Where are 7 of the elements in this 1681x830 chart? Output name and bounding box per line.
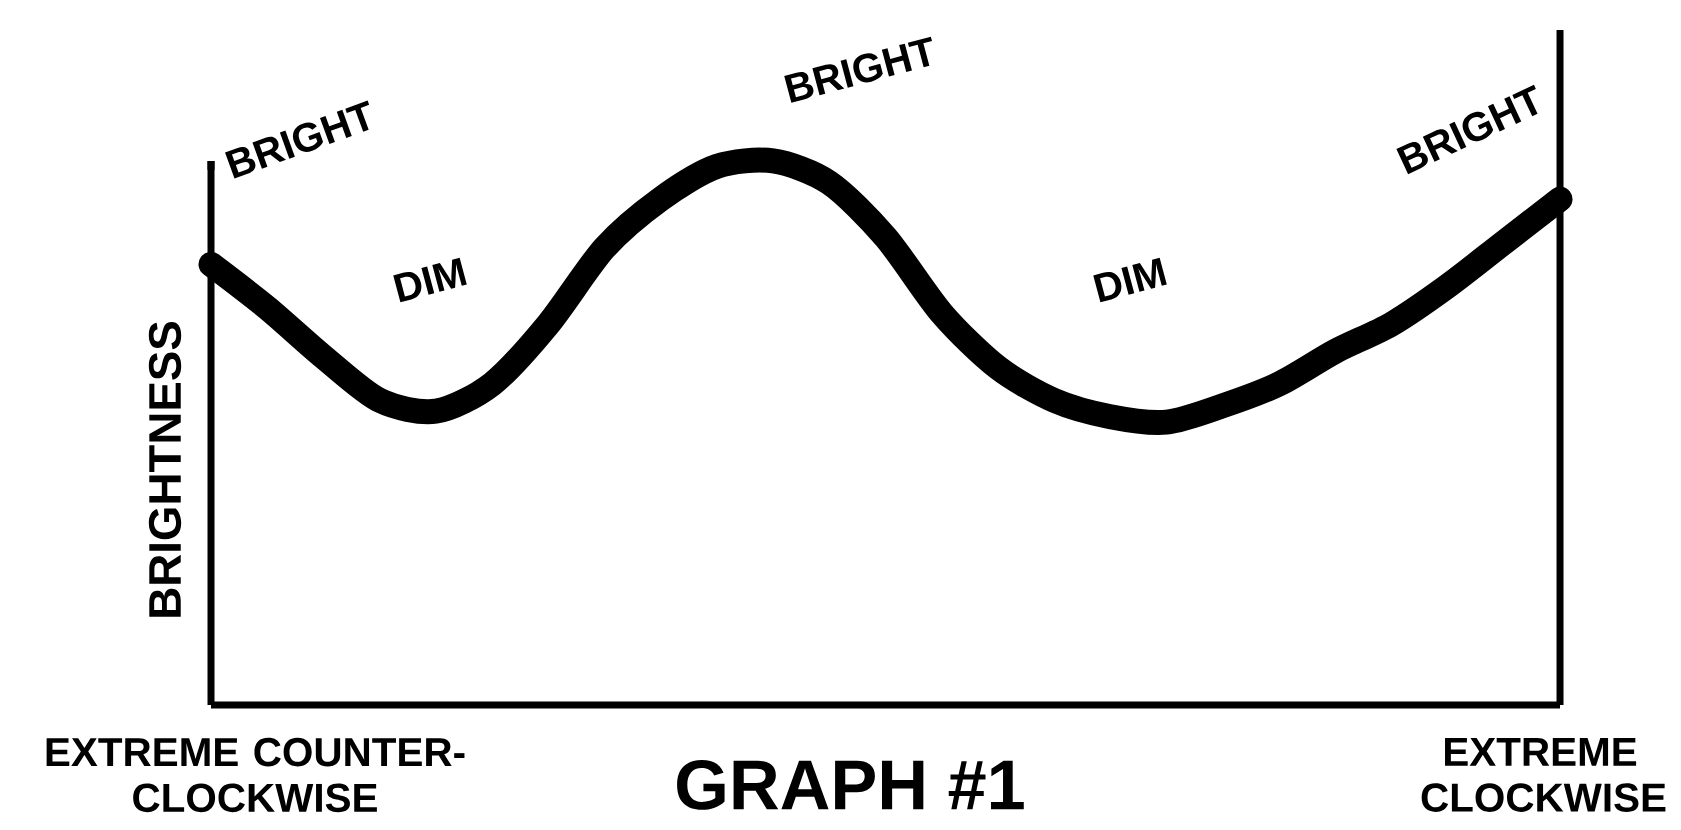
text: EXTREME COUNTER-CLOCKWISE: [46, 737, 465, 813]
text: EXTREME CLOCKWISE: [1421, 738, 1666, 812]
y-axis-title: BRIGHTNESS: [148, 321, 182, 617]
annotation: DIM: [393, 257, 467, 303]
text: BRIGHT: [784, 36, 932, 103]
annotation: DIM: [1093, 257, 1167, 303]
text: GRAPH #1: [677, 760, 1024, 810]
